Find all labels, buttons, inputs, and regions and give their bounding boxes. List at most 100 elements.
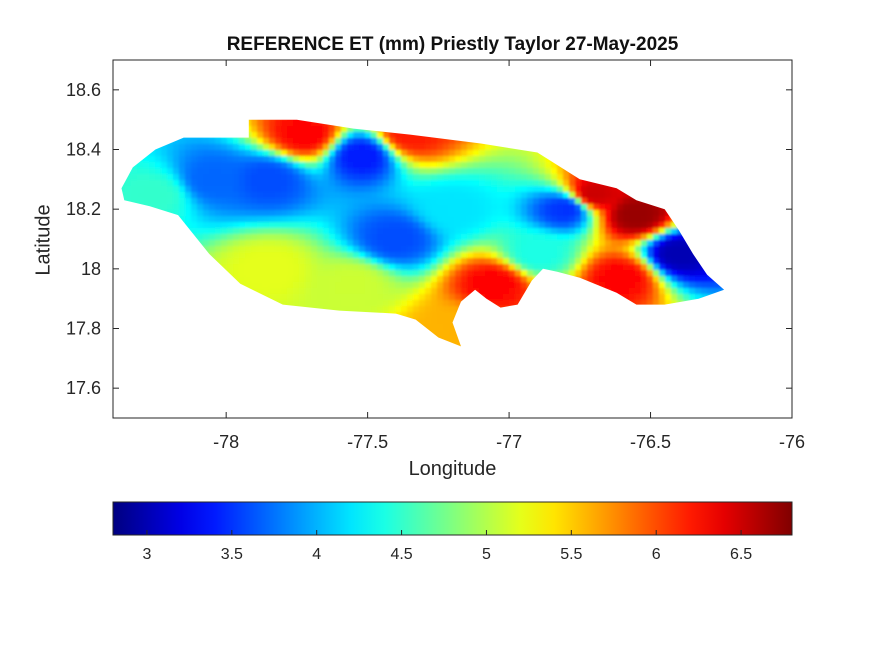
heatmap-cell (503, 192, 510, 199)
heatmap-cell (233, 270, 240, 277)
heatmap-cell (449, 222, 456, 229)
heatmap-cell (479, 234, 486, 241)
heatmap-cell (443, 192, 450, 199)
heatmap-cell (455, 138, 462, 145)
heatmap-cell (329, 144, 336, 151)
heatmap-cell (221, 264, 228, 271)
heatmap-cell (341, 198, 348, 205)
heatmap-cell (533, 234, 540, 241)
heatmap-cell (341, 294, 348, 301)
heatmap-cell (431, 264, 438, 271)
heatmap-cell (179, 150, 186, 157)
heatmap-cell (281, 198, 288, 205)
heatmap-cell (215, 186, 222, 193)
heatmap-cell (377, 234, 384, 241)
heatmap-cell (425, 180, 432, 187)
heatmap-cell (497, 270, 504, 277)
heatmap-cell (203, 168, 210, 175)
heatmap-cell (521, 240, 528, 247)
heatmap-cell (521, 288, 528, 295)
heatmap-cell (365, 276, 372, 283)
heatmap-cell (389, 288, 396, 295)
heatmap-cell (323, 162, 330, 169)
heatmap-cell (323, 150, 330, 157)
heatmap-cell (305, 222, 312, 229)
heatmap-cell (359, 222, 366, 229)
heatmap-cell (473, 162, 480, 169)
heatmap-cell (329, 132, 336, 139)
heatmap-cell (557, 168, 564, 175)
heatmap-cell (557, 180, 564, 187)
heatmap-cell (581, 276, 588, 283)
heatmap-cell (419, 228, 426, 235)
heatmap-cell (215, 156, 222, 163)
heatmap-cell (263, 144, 270, 151)
heatmap-cell (419, 222, 426, 229)
heatmap-cell (149, 186, 156, 193)
heatmap-cell (551, 252, 558, 259)
heatmap-cell (323, 210, 330, 217)
heatmap-cell (353, 300, 360, 307)
heatmap-cell (515, 252, 522, 259)
heatmap-cell (251, 258, 258, 265)
heatmap-cell (449, 312, 456, 319)
heatmap-cell (509, 210, 516, 217)
heatmap-cell (503, 156, 510, 163)
heatmap-cell (311, 216, 318, 223)
heatmap-cell (503, 282, 510, 289)
heatmap-cell (293, 246, 300, 253)
heatmap-cell (299, 138, 306, 145)
heatmap-cell (551, 186, 558, 193)
heatmap-cell (509, 294, 516, 301)
heatmap-cell (121, 192, 126, 199)
heatmap-cell (533, 258, 540, 265)
heatmap-cell (305, 246, 312, 253)
heatmap-cell (449, 228, 456, 235)
heatmap-cell (143, 192, 150, 199)
heatmap-cell (215, 192, 222, 199)
heatmap-cell (521, 156, 528, 163)
heatmap-cell (437, 306, 444, 313)
heatmap-cell (515, 222, 522, 229)
heatmap-cell (371, 240, 378, 247)
heatmap-cell (227, 138, 234, 145)
heatmap-cell (227, 240, 234, 247)
heatmap-cell (407, 132, 414, 139)
heatmap-cell (461, 216, 468, 223)
heatmap-cell (281, 132, 288, 139)
heatmap-cell (425, 288, 432, 295)
heatmap-cell (497, 198, 504, 205)
heatmap-cell (479, 282, 486, 289)
heatmap-cell (455, 246, 462, 253)
heatmap-cell (239, 264, 246, 271)
heatmap-cell (389, 294, 396, 301)
heatmap-cell (467, 150, 474, 157)
heatmap-cell (431, 270, 438, 277)
heatmap-cell (497, 258, 504, 265)
heatmap-cell (413, 204, 420, 211)
heatmap-cell (497, 294, 504, 301)
heatmap-cell (233, 150, 240, 157)
heatmap-cell (407, 294, 414, 301)
heatmap-cell (335, 246, 342, 253)
heatmap-cell (545, 264, 552, 271)
heatmap-cell (317, 300, 324, 307)
heatmap-cell (473, 150, 480, 157)
heatmap-cell (263, 252, 270, 259)
heatmap-cell (281, 216, 288, 223)
heatmap-cell (227, 228, 234, 235)
heatmap-cell (131, 192, 138, 199)
heatmap-cell (515, 240, 522, 247)
heatmap-cell (287, 240, 294, 247)
heatmap-cell (215, 246, 222, 253)
heatmap-cell (449, 156, 456, 163)
heatmap-cell (305, 156, 312, 163)
heatmap-cell (605, 216, 612, 223)
heatmap-cell (515, 228, 522, 235)
heatmap-cell (479, 174, 486, 181)
heatmap-cell (497, 300, 504, 307)
heatmap-cell (575, 228, 582, 235)
heatmap-cell (581, 246, 588, 253)
heatmap-cell (371, 294, 378, 301)
heatmap-cell (245, 216, 252, 223)
